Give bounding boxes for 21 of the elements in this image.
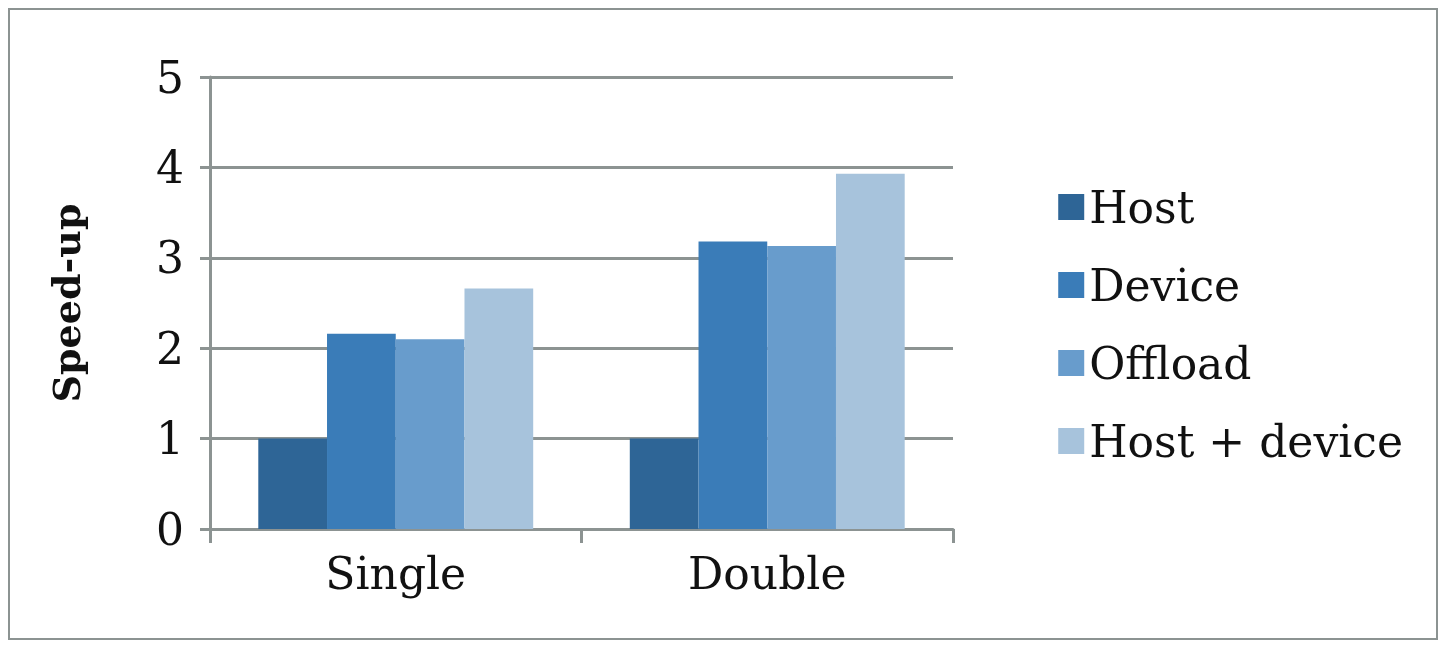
bar [767, 246, 836, 529]
y-tick-label: 5 [156, 51, 184, 103]
bar [629, 438, 699, 529]
bar [327, 333, 396, 529]
bar [698, 241, 768, 529]
legend-label: Offload [1089, 337, 1252, 389]
x-tick-label: Double [688, 547, 847, 599]
y-tick-label: 1 [156, 413, 184, 465]
x-tick-label: Single [325, 547, 467, 599]
y-tick-label: 4 [156, 141, 184, 193]
bar [835, 173, 905, 529]
bar [395, 339, 465, 529]
legend-label: Device [1089, 259, 1241, 311]
y-tick-label: 0 [156, 503, 184, 555]
legend-label: Host [1089, 181, 1195, 233]
y-axis-title: Speed-up [43, 203, 89, 403]
bar [464, 288, 534, 529]
bar [258, 438, 328, 529]
legend-label: Host + device [1089, 415, 1403, 467]
y-tick-label: 3 [156, 232, 184, 284]
y-tick-label: 2 [156, 322, 184, 374]
